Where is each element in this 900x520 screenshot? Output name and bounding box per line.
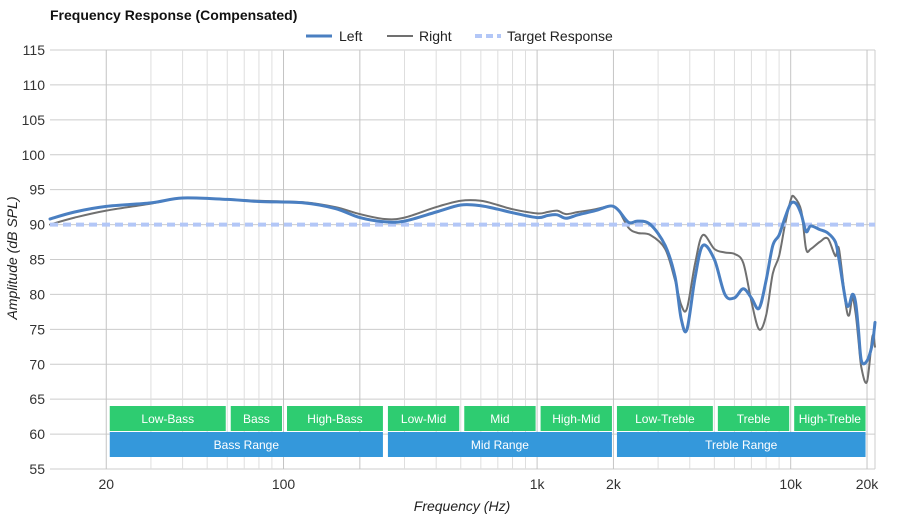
band-low-bass: Low-Bass — [109, 406, 226, 431]
range-band-label-bass-range: Bass Range — [214, 438, 280, 452]
y-tick-label-55: 55 — [29, 461, 45, 477]
band-treble: Treble — [717, 406, 790, 431]
band-label-low-mid: Low-Mid — [401, 412, 446, 426]
band-label-high-bass: High-Bass — [307, 412, 362, 426]
range-band-bass-range: Bass Range — [109, 432, 383, 457]
y-tick-label-80: 80 — [29, 286, 45, 302]
band-rect-bass — [230, 406, 283, 431]
range-band-rect-bass-range — [109, 432, 383, 457]
legend-label-left: Left — [339, 28, 362, 44]
y-tick-label-95: 95 — [29, 182, 45, 198]
y-tick-label-105: 105 — [22, 112, 46, 128]
x-tick-label-2k: 2k — [606, 476, 622, 492]
legend-label-target-response: Target Response — [507, 28, 613, 44]
band-high-bass: High-Bass — [287, 406, 383, 431]
band-label-high-mid: High-Mid — [552, 412, 600, 426]
band-rect-high-mid — [540, 406, 612, 431]
x-tick-label-1k: 1k — [530, 476, 546, 492]
band-label-low-bass: Low-Bass — [141, 412, 194, 426]
x-tick-label-20k: 20k — [856, 476, 880, 492]
band-rect-high-treble — [794, 406, 866, 431]
band-high-treble: High-Treble — [794, 406, 866, 431]
band-rect-mid — [464, 406, 536, 431]
legend-item-target-response[interactable]: Target Response — [475, 28, 613, 44]
legend-item-right[interactable]: Right — [387, 28, 452, 44]
range-band-label-mid-range: Mid Range — [471, 438, 529, 452]
x-tick-label-20: 20 — [98, 476, 114, 492]
y-tick-label-85: 85 — [29, 252, 45, 268]
y-axis-ticks: 55 60 65 70 75 80 85 90 95 100 105 110 115 — [22, 42, 46, 477]
band-rect-low-mid — [387, 406, 460, 431]
band-high-mid: High-Mid — [540, 406, 612, 431]
series-lines — [48, 194, 877, 384]
band-label-low-treble: Low-Treble — [635, 412, 695, 426]
series-line-left — [48, 196, 877, 366]
band-label-high-treble: High-Treble — [799, 412, 862, 426]
band-rect-low-bass — [109, 406, 226, 431]
x-tick-label-10k: 10k — [779, 476, 803, 492]
y-tick-label-100: 100 — [22, 147, 46, 163]
range-band-label-treble-range: Treble Range — [705, 438, 778, 452]
y-tick-label-115: 115 — [23, 42, 46, 58]
y-tick-label-65: 65 — [29, 391, 45, 407]
range-band-rect-mid-range — [387, 432, 612, 457]
legend-label-right: Right — [419, 28, 452, 44]
y-tick-label-70: 70 — [29, 356, 45, 372]
y-tick-label-110: 110 — [23, 77, 46, 93]
grid — [50, 49, 876, 470]
range-band-treble-range: Treble Range — [616, 432, 866, 457]
series-line-right — [49, 194, 876, 384]
x-axis-title: Frequency (Hz) — [414, 498, 510, 514]
frequency-bands: Low-Bass Bass High-Bass Low-Mid Mid High-Mid L… — [109, 406, 866, 457]
band-label-bass: Bass — [243, 412, 270, 426]
band-low-mid: Low-Mid — [387, 406, 460, 431]
y-tick-label-90: 90 — [29, 217, 45, 233]
band-label-mid: Mid — [490, 412, 509, 426]
chart-title: Frequency Response (Compensated) — [50, 7, 297, 23]
y-tick-label-75: 75 — [29, 321, 45, 337]
legend-item-left[interactable]: Left — [306, 28, 362, 44]
band-rect-treble — [717, 406, 790, 431]
band-label-treble: Treble — [737, 412, 771, 426]
band-low-treble: Low-Treble — [616, 406, 713, 431]
band-mid: Mid — [464, 406, 536, 431]
range-band-rect-treble-range — [616, 432, 866, 457]
x-tick-label-100: 100 — [272, 476, 296, 492]
x-axis-ticks: 20 100 1k 2k 10k 20k — [98, 476, 879, 492]
band-bass: Bass — [230, 406, 283, 431]
range-band-mid-range: Mid Range — [387, 432, 612, 457]
y-tick-label-60: 60 — [29, 426, 45, 442]
legend: Left Right Target Response — [306, 28, 613, 44]
band-rect-high-bass — [287, 406, 383, 431]
y-axis-title: Amplitude (dB SPL) — [4, 197, 20, 321]
band-rect-low-treble — [616, 406, 713, 431]
